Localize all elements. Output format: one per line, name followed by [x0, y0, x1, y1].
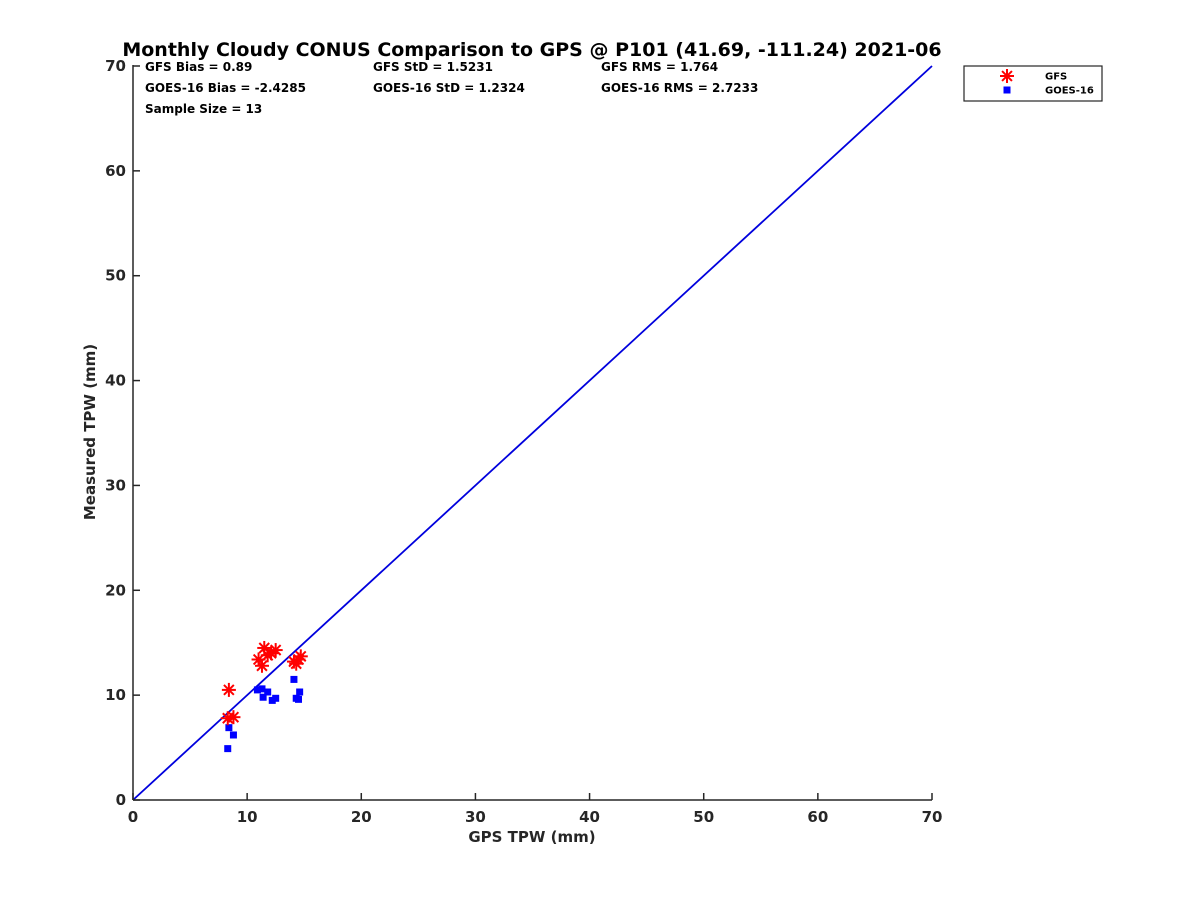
gfs-point	[268, 643, 283, 658]
gfs-point	[254, 658, 269, 673]
y-tick-label: 60	[105, 162, 126, 180]
x-tick-label: 50	[693, 808, 714, 826]
gfs-point	[226, 710, 241, 725]
x-tick-label: 0	[128, 808, 138, 826]
y-tick-label: 30	[105, 476, 126, 494]
gfs-point	[221, 682, 236, 697]
y-tick-label: 50	[105, 267, 126, 285]
gfs-point	[293, 649, 308, 664]
x-tick-label: 40	[579, 808, 600, 826]
x-tick-label: 30	[465, 808, 486, 826]
chart-title: Monthly Cloudy CONUS Comparison to GPS @…	[122, 39, 941, 61]
goes-16-point	[229, 731, 237, 739]
stat-text: GFS StD = 1.5231	[373, 60, 493, 74]
stat-text: GFS RMS = 1.764	[601, 60, 718, 74]
legend-label: GOES-16	[1045, 86, 1094, 97]
y-tick-label: 40	[105, 372, 126, 390]
goes-16-point	[258, 685, 266, 693]
axis-ticks: 0 10 20 30 40 50 60 70 0 10 20 30 40 50 60 70	[105, 57, 942, 826]
legend-marker	[1003, 86, 1011, 94]
y-tick-label: 70	[105, 57, 126, 75]
stat-text: GOES-16 StD = 1.2324	[373, 81, 525, 95]
y-tick-label: 20	[105, 581, 126, 599]
goes-16-point	[272, 694, 280, 702]
stat-text: GOES-16 RMS = 2.7233	[601, 81, 758, 95]
x-tick-label: 20	[351, 808, 372, 826]
goes-16-point	[224, 745, 232, 753]
goes-16-point	[259, 693, 267, 701]
legend: GFS GOES-16	[963, 65, 1103, 102]
data-markers	[220, 640, 308, 753]
statistics-annotations: GFS Bias = 0.89 GFS StD = 1.5231 GFS RMS =…	[145, 60, 758, 116]
x-tick-label: 60	[807, 808, 828, 826]
goes-16-point	[295, 695, 303, 703]
goes-16-point	[296, 688, 304, 696]
y-tick-label: 10	[105, 686, 126, 704]
stat-text: GFS Bias = 0.89	[145, 60, 252, 74]
one-to-one-line	[132, 65, 933, 801]
goes-16-point	[264, 688, 272, 696]
y-axis-label: Measured TPW (mm)	[81, 344, 99, 520]
stat-text: Sample Size = 13	[145, 102, 262, 116]
goes-16-point	[225, 724, 233, 732]
goes-16-point	[290, 675, 298, 683]
legend-box	[963, 65, 1103, 102]
legend-marker	[1000, 69, 1014, 83]
plot-lines	[132, 65, 933, 801]
y-tick-label: 0	[116, 791, 126, 809]
axes	[132, 65, 932, 801]
goes-16-point	[253, 686, 261, 694]
x-tick-label: 70	[922, 808, 943, 826]
x-axis-label: GPS TPW (mm)	[468, 828, 595, 846]
x-tick-label: 10	[237, 808, 258, 826]
legend-label: GFS	[1045, 72, 1067, 83]
stat-text: GOES-16 Bias = -2.4285	[145, 81, 306, 95]
